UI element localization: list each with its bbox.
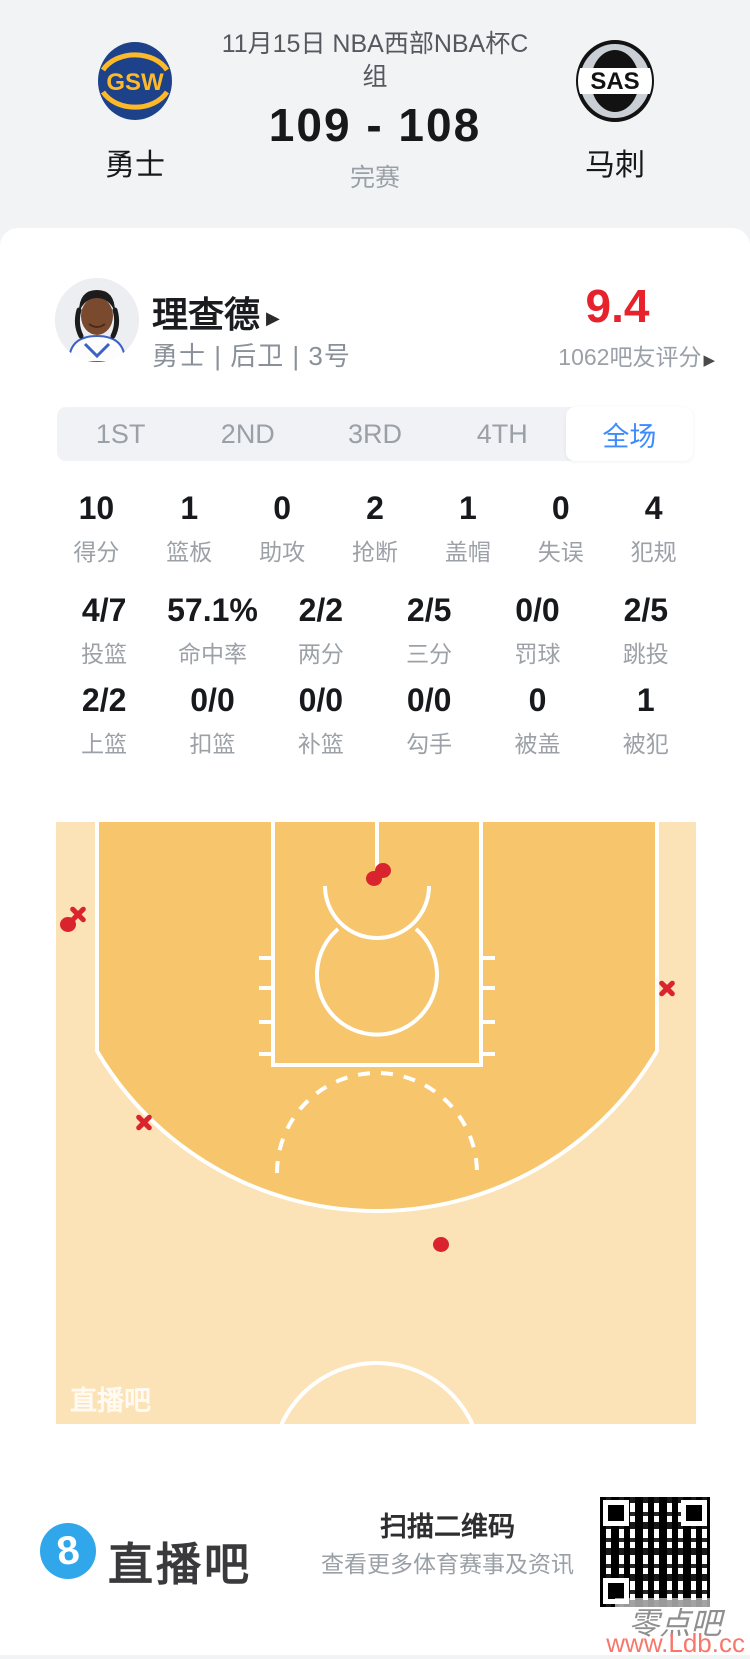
stat-hook: 0/0 勾手 xyxy=(406,682,453,757)
name-arrow-icon: ▶ xyxy=(266,308,280,328)
stats-row-shot-types: 2/2 上篮 0/0 扣篮 0/0 补篮 0/0 勾手 0 被盖 1 被犯 xyxy=(50,682,700,759)
player-meta: 勇士 | 后卫 | 3号 xyxy=(152,341,351,371)
stat-got-blocked: 0 被盖 xyxy=(514,682,561,757)
player-name-link[interactable]: 理查德 ▶ xyxy=(152,286,280,338)
qr-finder-icon xyxy=(603,1500,629,1526)
stat-fouls: 4 犯规 xyxy=(630,490,677,565)
stat-turnovers: 0 失误 xyxy=(537,490,584,565)
player-rating: 9.4 xyxy=(585,280,650,332)
stat-putback: 0/0 补篮 xyxy=(297,682,344,757)
stat-dunk: 0/0 扣篮 xyxy=(189,682,236,757)
stat-assists: 0 助攻 xyxy=(259,490,306,565)
zhibo8-logo-icon: 8 xyxy=(40,1523,96,1579)
qr-title: 扫描二维码 xyxy=(380,1512,515,1542)
shot-chart-court: 直播吧 xyxy=(52,818,700,1428)
tab-2nd[interactable]: 2ND xyxy=(220,418,275,449)
tab-4th[interactable]: 4TH xyxy=(476,418,528,449)
gsw-team-logo-icon: GSW xyxy=(94,40,176,122)
away-team-block: SAS 马刺 xyxy=(555,40,675,184)
svg-text:GSW: GSW xyxy=(106,69,164,96)
court-watermark: 直播吧 xyxy=(70,1386,151,1416)
rating-arrow-icon: ▶ xyxy=(703,352,715,369)
final-score: 109 - 108 xyxy=(268,99,482,151)
player-name: 理查德 xyxy=(152,294,261,335)
player-avatar[interactable] xyxy=(55,278,139,362)
competition-title: 11月15日 NBA西部NBA杯C 组 xyxy=(0,28,750,94)
stat-blocks: 1 盖帽 xyxy=(444,490,491,565)
tab-3rd[interactable]: 3RD xyxy=(348,418,403,449)
qr-subtitle: 查看更多体育赛事及资讯 xyxy=(321,1551,574,1577)
sas-team-logo-icon: SAS xyxy=(574,40,656,122)
stats-row-basic: 10 得分 1 篮板 0 助攻 2 抢断 1 盖帽 0 失误 4 犯规 xyxy=(50,490,700,567)
app-name: 直播吧 xyxy=(108,1539,253,1590)
stat-steals: 2 抢断 xyxy=(352,490,398,565)
stat-jumpshot: 2/5 跳投 xyxy=(622,592,669,667)
site-watermark-name: 零点吧 xyxy=(615,1598,735,1643)
competition-title-line2: 组 xyxy=(362,63,388,91)
stat-fg-pct: 57.1% 命中率 xyxy=(167,592,258,667)
home-team-block: GSW 勇士 xyxy=(75,40,195,184)
stat-3pt: 2/5 三分 xyxy=(406,592,453,667)
svg-text:SAS: SAS xyxy=(590,68,639,95)
rating-block[interactable]: 9.4 1062吧友评分 ▶ xyxy=(520,282,715,372)
away-team-name: 马刺 xyxy=(585,149,645,182)
stat-ft: 0/0 罚球 xyxy=(514,592,561,667)
stats-row-shooting: 4/7 投篮 57.1% 命中率 2/2 两分 2/5 三分 0/0 罚球 2/5 跳投 xyxy=(50,592,700,669)
stat-rebounds: 1 篮板 xyxy=(166,490,213,565)
quarter-tabbar: 1ST 2ND 3RD 4TH 全场 xyxy=(57,407,694,461)
stat-points: 10 得分 xyxy=(73,490,120,565)
match-status: 完赛 xyxy=(349,164,400,192)
home-team-name: 勇士 xyxy=(105,149,165,182)
site-watermark-url: www.Ldb.cc xyxy=(606,1628,745,1658)
stat-fg: 4/7 投篮 xyxy=(81,592,128,667)
stat-2pt: 2/2 两分 xyxy=(297,592,344,667)
stat-fouled: 1 被犯 xyxy=(622,682,669,757)
qr-code xyxy=(600,1497,710,1607)
competition-title-line1: 11月15日 NBA西部NBA杯C xyxy=(221,30,529,58)
qr-finder-icon xyxy=(681,1500,707,1526)
tab-1st[interactable]: 1ST xyxy=(95,418,146,449)
tab-full-game[interactable]: 全场 xyxy=(565,407,694,461)
stat-layup: 2/2 上篮 xyxy=(81,682,128,757)
rating-caption: 1062吧友评分 ▶ xyxy=(558,344,715,370)
